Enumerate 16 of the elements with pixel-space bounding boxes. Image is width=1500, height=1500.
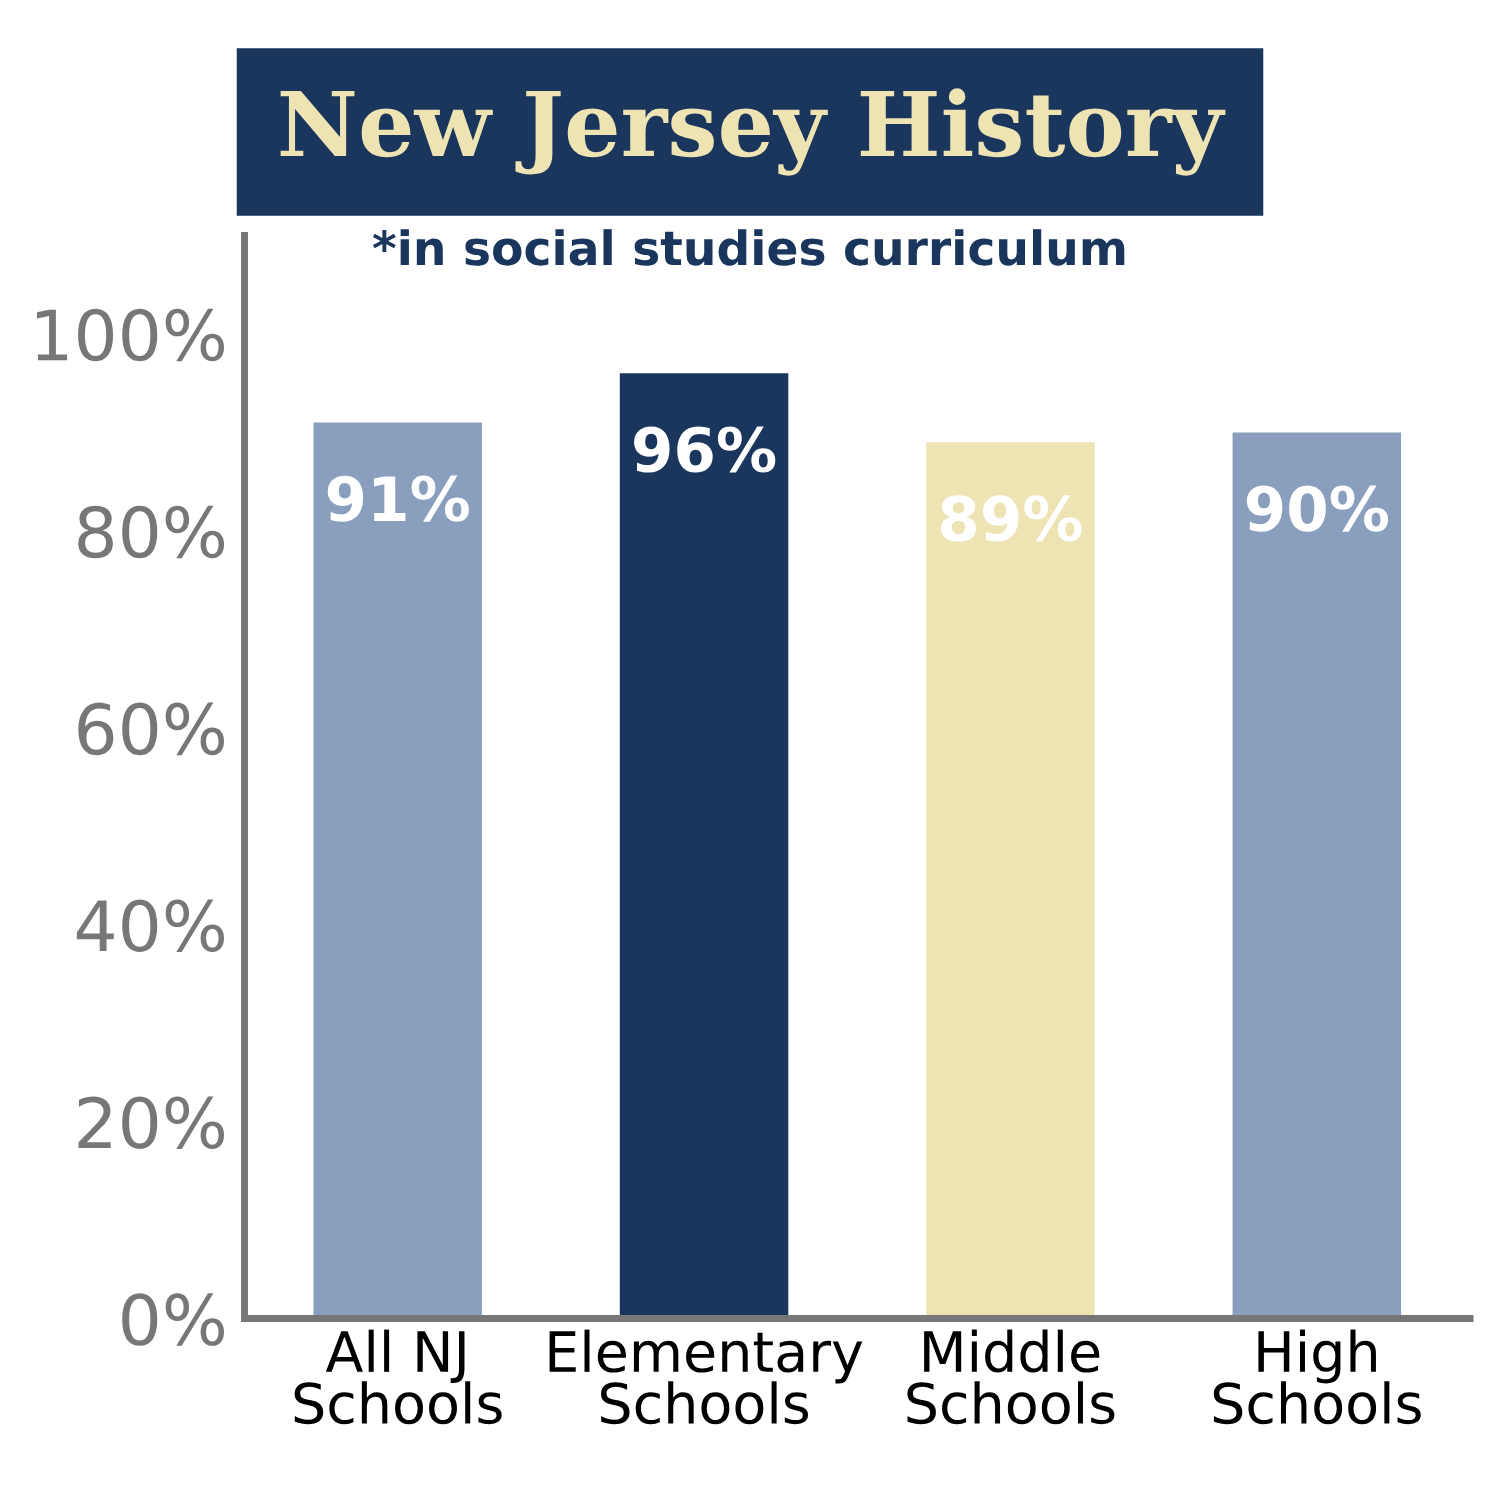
- y-tick-label: 60%: [78, 702, 224, 756]
- x-tick-label: Middle Schools: [907, 1329, 1115, 1425]
- y-tick-label: 80%: [78, 505, 224, 559]
- data-label: 91%: [327, 475, 469, 522]
- data-label: 90%: [1246, 485, 1388, 532]
- y-tick-label: 100%: [36, 308, 224, 362]
- chart-subtitle: *in social studies curriculum: [372, 229, 1125, 266]
- x-tick-label: High Schools: [1213, 1329, 1421, 1425]
- y-tick-label: 20%: [78, 1096, 224, 1149]
- data-label: 96%: [634, 426, 776, 473]
- y-tick-label: 0%: [122, 1293, 224, 1346]
- data-label: 89%: [941, 495, 1082, 542]
- x-tick-label: All NJ Schools: [294, 1329, 502, 1425]
- x-tick-label: Elementary Schools: [549, 1329, 863, 1425]
- y-tick-label: 40%: [76, 899, 224, 953]
- chart-title: New Jersey History: [280, 88, 1226, 176]
